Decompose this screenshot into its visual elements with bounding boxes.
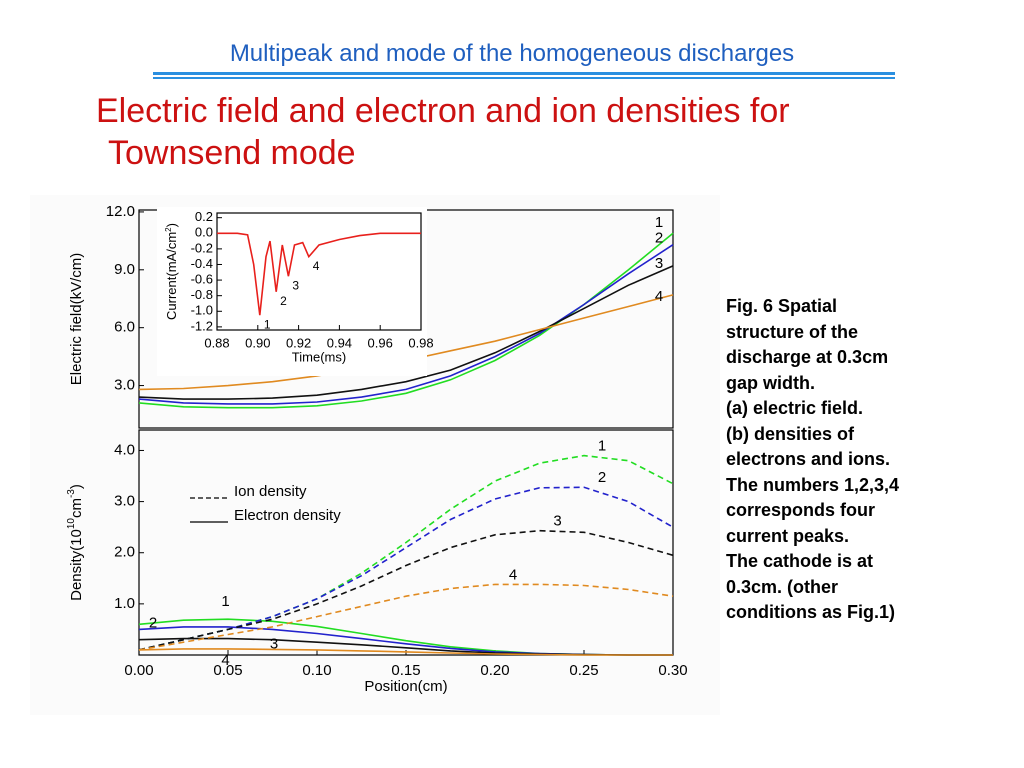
y-tick-label: -0.6: [191, 272, 213, 287]
legend-label: Ion density: [234, 483, 307, 500]
peak-label: 1: [264, 317, 271, 331]
series-label: 4: [655, 288, 663, 305]
data-line: [138, 583, 674, 651]
series-label: 1: [598, 438, 606, 455]
caption-line: structure of the: [726, 321, 859, 342]
data-line: [138, 265, 674, 400]
series-label: 1: [655, 214, 663, 231]
caption-line: corresponds four: [726, 500, 876, 520]
peak-label: 3: [292, 278, 299, 292]
x-axis-label: Time(ms): [292, 349, 346, 364]
superscript: -3: [66, 489, 77, 498]
caption-line: The cathode is at: [726, 551, 874, 571]
y-tick-label: -0.2: [191, 240, 213, 255]
y-tick-label: -0.8: [191, 287, 213, 302]
y-tick-label: 1.0: [114, 595, 135, 612]
title-line: Townsend mode: [108, 134, 356, 172]
superscript: 2: [164, 227, 173, 232]
y-tick-label: -1.0: [191, 303, 213, 318]
y-tick-label: -1.2: [191, 318, 213, 333]
y-tick-label: 12.0: [106, 203, 135, 220]
y-tick-label: 6.0: [114, 319, 135, 336]
label-part: ): [68, 484, 85, 489]
caption-line: discharge at 0.3cm: [726, 347, 889, 367]
series-label: 1: [221, 593, 229, 610]
rule: [153, 77, 895, 79]
x-tick-label: 0.20: [480, 662, 509, 679]
superscript: 10: [66, 518, 77, 530]
rule: [153, 72, 895, 75]
data-line: [138, 529, 674, 651]
caption-line: (a) electric field.: [726, 398, 864, 418]
x-tick-label: 0.92: [286, 335, 311, 350]
x-tick-label: 0.94: [327, 335, 352, 350]
y-tick-label: 3.0: [114, 377, 135, 394]
caption-line: current peaks.: [726, 525, 850, 546]
series-label: 3: [655, 255, 663, 272]
series-label: 2: [598, 469, 606, 486]
y-tick-label: 3.0: [114, 493, 135, 510]
caption: Fig. 6 Spatial structure of the discharge …: [726, 294, 899, 626]
x-axis-label: Position(cm): [364, 678, 447, 695]
header: Multipeak and mode of the homogeneous di…: [229, 40, 795, 67]
label-part: Density(10: [68, 529, 85, 601]
data-line: [138, 648, 673, 656]
y-tick-label: 0.2: [195, 209, 213, 224]
series-label: 4: [509, 566, 517, 583]
y-tick-label: 9.0: [114, 261, 135, 278]
data-line: [217, 232, 421, 316]
caption-line: electrons and ions.: [726, 449, 891, 469]
caption-line: conditions as Fig.1): [726, 602, 896, 622]
y-axis-label: Current(mA/cm2): [164, 223, 180, 320]
x-tick-label: 0.90: [245, 335, 270, 350]
series-label: 4: [221, 652, 229, 669]
x-tick-label: 0.15: [391, 662, 420, 679]
y-axis-label: Density(1010cm-3): [66, 484, 85, 601]
title-line: Electric field and electron and ion dens…: [96, 92, 790, 130]
y-tick-label: -0.4: [191, 256, 213, 271]
series-label: 2: [655, 230, 663, 247]
caption-line: The numbers 1,2,3,4: [726, 474, 900, 495]
x-tick-label: 0.10: [302, 662, 331, 679]
y-axis-label: Electric field(kV/cm): [68, 253, 85, 386]
series-label: 3: [270, 636, 278, 653]
caption-line: Fig. 6 Spatial: [726, 296, 838, 316]
x-tick-label: 0.25: [569, 662, 598, 679]
x-tick-label: 0.05: [213, 662, 242, 679]
caption-line: gap width.: [726, 372, 815, 393]
legend-label: Electron density: [234, 507, 341, 524]
label-part: ): [164, 223, 179, 227]
peak-label: 2: [280, 294, 287, 308]
series-label: 2: [149, 614, 157, 631]
label-part: Current(mA/cm: [164, 232, 179, 320]
series-label: 3: [553, 513, 561, 530]
caption-line: 0.3cm. (other: [726, 576, 839, 597]
x-tick-label: 0.98: [408, 335, 433, 350]
data-line: [138, 244, 674, 405]
y-tick-label: 4.0: [114, 441, 135, 458]
x-tick-label: 0.30: [658, 662, 687, 679]
plot-frame: [216, 212, 422, 331]
x-tick-label: 0.96: [368, 335, 393, 350]
title: Electric field and electron and ion dens…: [96, 90, 790, 174]
peak-label: 4: [313, 259, 320, 273]
y-tick-label: 0.0: [195, 225, 213, 240]
y-tick-label: 2.0: [114, 544, 135, 561]
label-part: cm: [68, 498, 85, 518]
x-tick-label: 0.00: [124, 662, 153, 679]
x-tick-label: 0.88: [204, 335, 229, 350]
inset-background: [157, 207, 427, 376]
caption-line: (b) densities of: [726, 423, 855, 444]
